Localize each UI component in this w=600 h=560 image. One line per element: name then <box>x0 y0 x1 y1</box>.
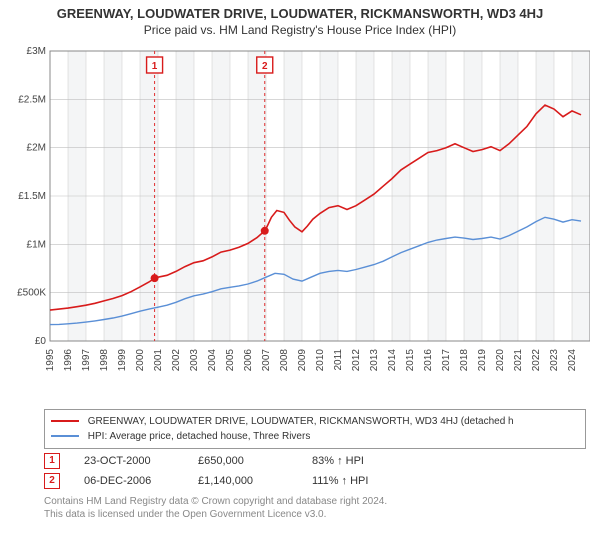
transaction-marker: 1 <box>44 453 60 469</box>
legend-box: GREENWAY, LOUDWATER DRIVE, LOUDWATER, RI… <box>44 409 586 449</box>
svg-text:2007: 2007 <box>261 349 272 372</box>
svg-text:£1M: £1M <box>27 239 46 250</box>
svg-text:2011: 2011 <box>333 349 344 371</box>
footer-line2: This data is licensed under the Open Gov… <box>44 508 586 521</box>
svg-text:2005: 2005 <box>225 349 236 372</box>
svg-text:2015: 2015 <box>405 349 416 372</box>
svg-text:1999: 1999 <box>117 349 128 372</box>
svg-text:2006: 2006 <box>243 349 254 372</box>
transaction-price: £650,000 <box>198 455 288 467</box>
svg-text:£1.5M: £1.5M <box>18 191 46 202</box>
svg-text:2008: 2008 <box>279 349 290 372</box>
transaction-date: 23-OCT-2000 <box>84 455 174 467</box>
transaction-marker: 2 <box>44 473 60 489</box>
legend-item-hpi: HPI: Average price, detached house, Thre… <box>51 429 579 444</box>
svg-text:1: 1 <box>152 61 158 72</box>
transaction-pct: 83% ↑ HPI <box>312 455 402 467</box>
chart-container: GREENWAY, LOUDWATER DRIVE, LOUDWATER, RI… <box>0 0 600 560</box>
transaction-date: 06-DEC-2006 <box>84 475 174 487</box>
chart-title: GREENWAY, LOUDWATER DRIVE, LOUDWATER, RI… <box>0 0 600 21</box>
legend-line-hpi <box>51 435 79 437</box>
svg-text:1998: 1998 <box>99 349 110 372</box>
svg-text:2021: 2021 <box>513 349 524 372</box>
footer-attribution: Contains HM Land Registry data © Crown c… <box>44 495 586 521</box>
legend-item-property: GREENWAY, LOUDWATER DRIVE, LOUDWATER, RI… <box>51 414 579 429</box>
svg-text:2020: 2020 <box>495 349 506 372</box>
svg-text:£500K: £500K <box>17 288 46 299</box>
svg-text:2019: 2019 <box>477 349 488 372</box>
svg-text:£3M: £3M <box>27 46 46 57</box>
svg-text:2022: 2022 <box>531 349 542 372</box>
svg-text:2024: 2024 <box>567 349 578 372</box>
svg-text:2: 2 <box>262 61 268 72</box>
svg-text:2014: 2014 <box>387 349 398 372</box>
svg-text:2012: 2012 <box>351 349 362 372</box>
legend-line-property <box>51 420 79 422</box>
svg-text:2002: 2002 <box>171 349 182 372</box>
svg-text:£0: £0 <box>35 336 47 347</box>
transaction-row: 1 23-OCT-2000 £650,000 83% ↑ HPI <box>44 453 586 469</box>
chart-svg: £0 £500K £1M £1.5M £2M £2.5M £3M 1995 1996 1997 19… <box>10 41 590 401</box>
transaction-row: 2 06-DEC-2006 £1,140,000 111% ↑ HPI <box>44 473 586 489</box>
svg-text:2013: 2013 <box>369 349 380 372</box>
svg-text:2000: 2000 <box>135 349 146 372</box>
legend-label-hpi: HPI: Average price, detached house, Thre… <box>88 431 311 442</box>
svg-text:2023: 2023 <box>549 349 560 372</box>
svg-text:£2.5M: £2.5M <box>18 94 46 105</box>
chart-subtitle: Price paid vs. HM Land Registry's House … <box>0 21 600 41</box>
legend-label-property: GREENWAY, LOUDWATER DRIVE, LOUDWATER, RI… <box>88 416 514 427</box>
svg-text:2018: 2018 <box>459 349 470 372</box>
svg-text:2003: 2003 <box>189 349 200 372</box>
svg-text:£2M: £2M <box>27 143 46 154</box>
svg-text:2010: 2010 <box>315 349 326 372</box>
transaction-price: £1,140,000 <box>198 475 288 487</box>
svg-text:2016: 2016 <box>423 349 434 372</box>
svg-text:1996: 1996 <box>63 349 74 372</box>
svg-text:2004: 2004 <box>207 349 218 372</box>
footer-line1: Contains HM Land Registry data © Crown c… <box>44 495 586 508</box>
svg-text:1995: 1995 <box>45 349 56 372</box>
transactions-table: 1 23-OCT-2000 £650,000 83% ↑ HPI 2 06-DE… <box>44 453 586 489</box>
chart-area: £0 £500K £1M £1.5M £2M £2.5M £3M 1995 1996 1997 19… <box>10 41 590 401</box>
svg-text:2001: 2001 <box>153 349 164 372</box>
svg-text:2009: 2009 <box>297 349 308 372</box>
transaction-pct: 111% ↑ HPI <box>312 475 402 487</box>
svg-text:1997: 1997 <box>81 349 92 372</box>
svg-text:2017: 2017 <box>441 349 452 372</box>
